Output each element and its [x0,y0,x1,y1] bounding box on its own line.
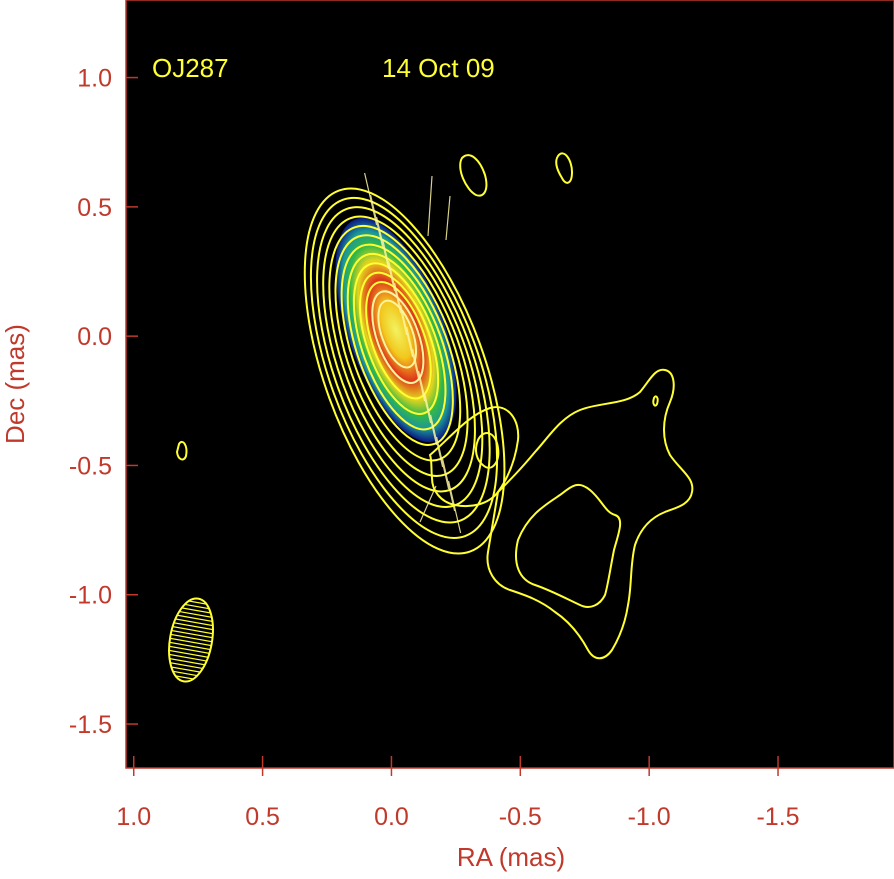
vector-tick [382,238,396,292]
x-tick-label: -1.5 [756,803,799,831]
beam-hatch-line [165,637,216,647]
core-contour-ring [303,187,506,555]
vector-tick [436,436,450,490]
beam-hatch-line [165,640,215,651]
polarization-vectors [364,172,462,534]
source-name: OJ287 [152,53,229,83]
core-contour-ring [346,252,454,446]
blob-west [175,440,188,461]
vector-tick [376,216,390,270]
vector-tick [388,260,402,314]
y-axis-label: Dec (mas) [0,324,30,444]
core-contour-ring [371,290,425,384]
knot-small [475,432,500,469]
core-contour-ring [352,262,447,431]
vector-tick [419,485,437,523]
vector-tick [448,480,462,534]
vector-tick [364,172,378,226]
core-contour-ring [359,271,440,415]
plot-frame [125,0,894,769]
vector-tick [424,392,438,446]
core-contour-ring [340,243,462,462]
blob-north-2 [555,152,574,184]
x-tick-label: 1.0 [116,803,151,831]
beam-hatch-line [163,652,213,663]
x-tick-label: -0.5 [499,803,542,831]
vector-tick [442,458,456,512]
beam-hatch-line [163,656,212,667]
beam-hatch-line [163,648,214,659]
y-tick-label: 1.0 [77,65,112,93]
vector-tick [400,304,414,358]
knot-east-dot [652,395,659,407]
vector-tick [427,175,433,237]
vector-tick [406,326,420,380]
x-tick-labels: 1.0 0.5 0.0 -0.5 -1.0 -1.5 [116,803,799,831]
beam-hatch-line [170,613,219,624]
y-tick-label: 0.5 [77,194,112,222]
y-tick-label: -1.5 [69,711,112,739]
vector-tick [430,414,444,468]
beam-hatch-line [166,633,217,643]
beam-hatch-line [168,621,219,632]
jet-lobe-inner [515,483,622,608]
core-colormap [335,217,457,443]
y-tick-labels: 1.0 0.5 0.0 -0.5 -1.0 -1.5 [69,65,112,739]
x-tick-label: 0.5 [245,803,280,831]
jet-contours [175,152,694,660]
vector-tick [445,195,451,241]
beam-hatch-line [169,617,219,628]
x-ticks [132,756,779,776]
vector-tick [418,370,432,424]
vector-tick [394,282,408,336]
y-tick-label: -0.5 [69,452,112,480]
core-contour-ring [365,280,432,400]
beam-hatch-line [164,644,214,655]
beam-hatch-line [168,625,218,636]
core-contour-ring [377,299,418,369]
vector-tick [412,348,426,402]
y-tick-label: 0.0 [77,323,112,351]
x-tick-label: -1.0 [628,803,671,831]
blob-north-1 [459,154,488,197]
beam-hatch-line [167,629,217,640]
jet-lobe-outer [486,368,694,660]
plot-area [126,0,894,768]
y-tick-label: -1.0 [69,582,112,610]
x-tick-label: 0.0 [374,803,409,831]
core-contour-ring [309,196,499,539]
vector-tick [370,194,384,248]
y-ticks [126,76,138,725]
observation-date: 14 Oct 09 [382,53,495,83]
x-axis-label: RA (mas) [457,842,565,872]
